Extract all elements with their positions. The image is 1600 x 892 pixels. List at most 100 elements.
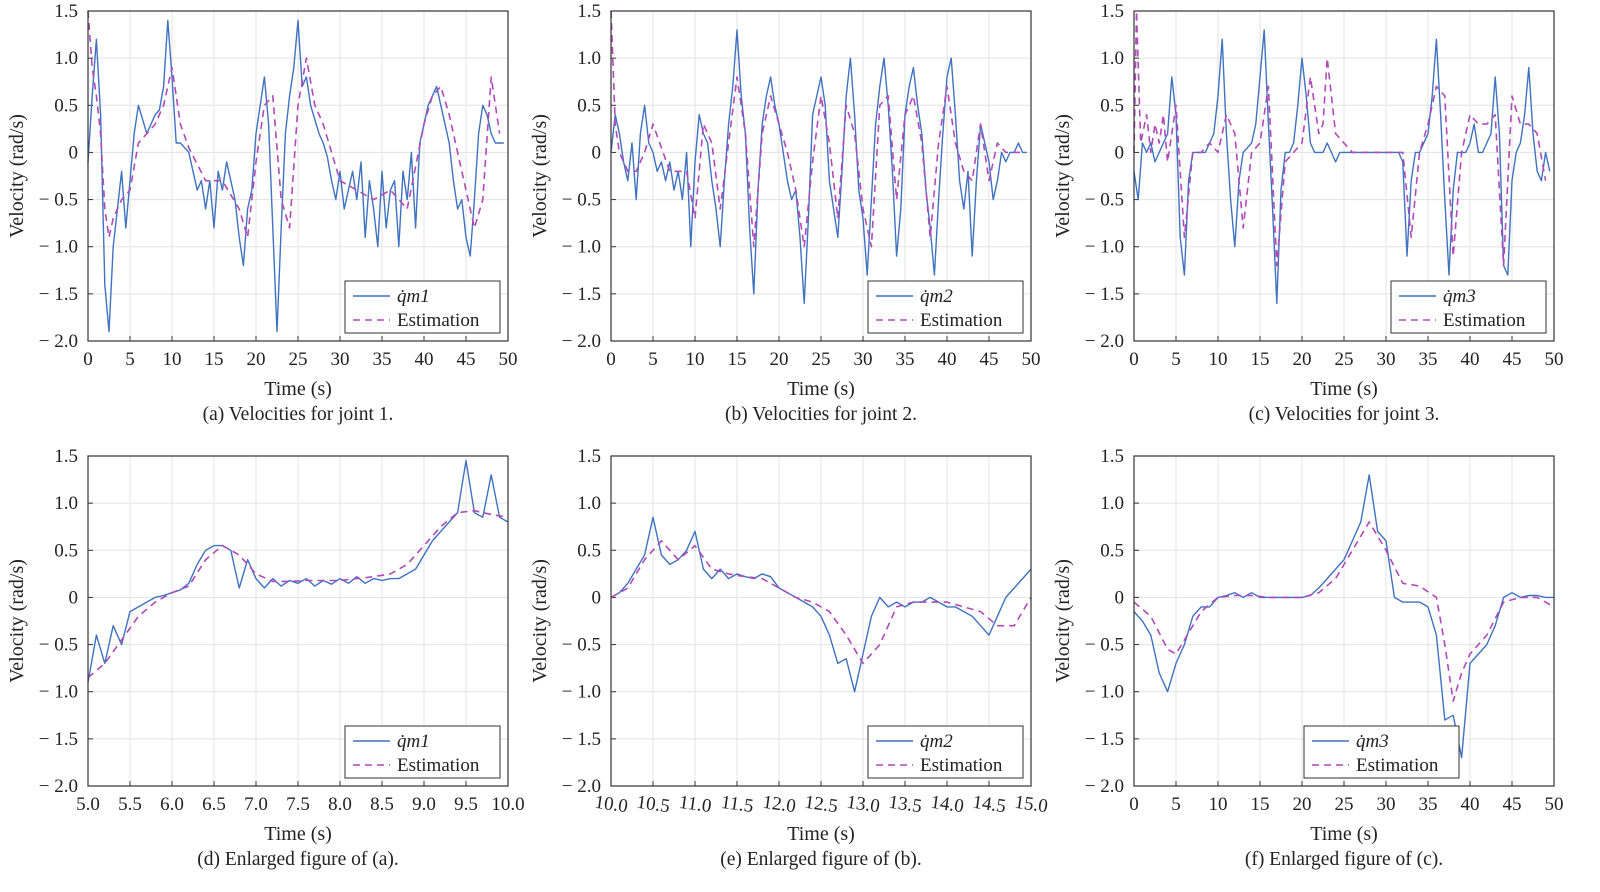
y-tick-label: − 0.5 bbox=[1085, 190, 1124, 211]
x-tick-label: 40 bbox=[1461, 794, 1480, 815]
y-tick-label: 0 bbox=[592, 142, 602, 163]
y-tick-label: − 1.0 bbox=[1085, 237, 1124, 258]
x-tick-label: 7.5 bbox=[286, 794, 310, 815]
x-tick-label: 15.0 bbox=[1013, 792, 1049, 817]
legend: q̇m2 Estimation bbox=[867, 725, 1024, 779]
legend: q̇m3 Estimation bbox=[1303, 725, 1460, 779]
y-tick-label: − 2.0 bbox=[562, 776, 601, 797]
y-axis-label: Velocity (rad/s) bbox=[529, 559, 551, 683]
plot-frame bbox=[610, 455, 1032, 787]
x-tick-label: 40 bbox=[415, 349, 434, 370]
x-tick-label: 15 bbox=[205, 349, 224, 370]
x-tick-label: 20 bbox=[1293, 349, 1312, 370]
legend: q̇m1 Estimation bbox=[344, 725, 501, 779]
caption-b: (b) Velocities for joint 2. bbox=[725, 404, 917, 425]
y-axis-label: Velocity (rad/s) bbox=[529, 114, 551, 238]
y-tick-label: 0.5 bbox=[54, 540, 78, 561]
chart-svg-f: 0 5 10 15 20 25 30 35 40 45 50 1.5 1.0 0.5 0 − 0.5 − 1.0… bbox=[1052, 446, 1564, 845]
y-tick-label: − 1.5 bbox=[562, 729, 601, 750]
chart-svg-d: 5.0 5.5 6.0 6.5 7.0 7.5 8.0 8.5 9.0 9.5 10.0 1.5 1.0… bbox=[6, 446, 525, 845]
x-tick-label: 5 bbox=[648, 349, 658, 370]
estimation-series-line bbox=[1133, 521, 1555, 702]
x-tick-label: 10 bbox=[1209, 794, 1228, 815]
y-tick-label: 0 bbox=[1115, 587, 1125, 608]
y-tick-label: − 0.5 bbox=[1085, 635, 1124, 656]
chart-panel-b: 0 5 10 15 20 25 30 35 40 45 50 1.5 1.0 0.5 0 − 0.5 − 1.0… bbox=[523, 0, 1053, 445]
y-tick-label: 0 bbox=[1115, 142, 1125, 163]
measured-series-line bbox=[610, 516, 1032, 693]
x-tick-label: 11.5 bbox=[720, 792, 755, 817]
x-tick-label: 25 bbox=[812, 349, 831, 370]
estimation-series-line bbox=[610, 540, 1032, 665]
caption-a: (a) Velocities for joint 1. bbox=[202, 404, 394, 425]
chart-svg-c: 0 5 10 15 20 25 30 35 40 45 50 1.5 1.0 0.5 0 − 0.5 − 1.0… bbox=[1052, 1, 1564, 400]
x-tick-label: 11.0 bbox=[678, 792, 713, 817]
x-tick-label: 40 bbox=[1461, 349, 1480, 370]
estimation-series-line bbox=[610, 10, 1023, 248]
x-tick-label: 30 bbox=[1377, 794, 1396, 815]
y-tick-label: 1.0 bbox=[54, 493, 78, 514]
x-tick-label: 10 bbox=[686, 349, 705, 370]
x-tick-label: 9.5 bbox=[454, 794, 478, 815]
y-axis-label: Velocity (rad/s) bbox=[6, 114, 28, 238]
x-tick-label: 12.5 bbox=[803, 792, 839, 817]
y-tick-label: − 2.0 bbox=[562, 331, 601, 352]
measured-series-line bbox=[1133, 474, 1554, 759]
x-tick-label: 14.5 bbox=[971, 792, 1007, 817]
x-axis-label: Time (s) bbox=[264, 823, 332, 845]
plot-frame bbox=[1133, 10, 1555, 342]
x-tick-label: 35 bbox=[1419, 794, 1438, 815]
y-tick-label: − 0.5 bbox=[39, 190, 78, 211]
x-tick-label: 5 bbox=[1171, 349, 1181, 370]
estimation-series-line bbox=[1133, 10, 1547, 267]
y-tick-label: 1.5 bbox=[1100, 446, 1124, 467]
y-tick-label: − 1.0 bbox=[562, 682, 601, 703]
chart-panel-c: 0 5 10 15 20 25 30 35 40 45 50 1.5 1.0 0.5 0 − 0.5 − 1.0… bbox=[1046, 0, 1576, 445]
chart-svg-e: 10.0 10.5 11.0 11.5 12.0 12.5 13.0 13.5 14.0 14.5… bbox=[529, 446, 1049, 845]
y-tick-label: − 1.5 bbox=[562, 284, 601, 305]
y-tick-label: 0 bbox=[69, 142, 79, 163]
x-tick-label: 8.0 bbox=[328, 794, 352, 815]
measured-series-line bbox=[87, 459, 509, 683]
y-axis-label: Velocity (rad/s) bbox=[6, 559, 28, 683]
x-tick-label: 15 bbox=[1251, 349, 1270, 370]
x-tick-label: 9.0 bbox=[412, 794, 436, 815]
x-axis-label: Time (s) bbox=[1310, 378, 1378, 400]
legend-estimation-label: Estimation bbox=[920, 310, 1003, 331]
x-tick-label: 25 bbox=[289, 349, 308, 370]
x-tick-label: 8.5 bbox=[370, 794, 394, 815]
y-tick-label: 0.5 bbox=[54, 95, 78, 116]
y-tick-label: 0.5 bbox=[577, 540, 601, 561]
caption-e: (e) Enlarged figure of (b). bbox=[720, 849, 922, 870]
legend-measured-label: q̇m3 bbox=[1443, 286, 1476, 307]
y-tick-label: 1.5 bbox=[577, 1, 601, 22]
x-tick-label: 6.5 bbox=[202, 794, 226, 815]
y-tick-label: 1.0 bbox=[1100, 493, 1124, 514]
x-tick-label: 25 bbox=[1335, 794, 1354, 815]
x-tick-label: 30 bbox=[854, 349, 873, 370]
x-tick-label: 20 bbox=[770, 349, 789, 370]
y-tick-label: 1.5 bbox=[54, 446, 78, 467]
x-tick-label: 6.0 bbox=[160, 794, 184, 815]
x-tick-label: 12.0 bbox=[761, 792, 797, 817]
y-tick-label: 1.5 bbox=[54, 1, 78, 22]
chart-panel-f: 0 5 10 15 20 25 30 35 40 45 50 1.5 1.0 0.5 0 − 0.5 − 1.0… bbox=[1046, 445, 1576, 890]
estimation-series-line bbox=[87, 10, 501, 239]
x-tick-label: 20 bbox=[1293, 794, 1312, 815]
x-axis-label: Time (s) bbox=[1310, 823, 1378, 845]
chart-panel-d: 5.0 5.5 6.0 6.5 7.0 7.5 8.0 8.5 9.0 9.5 10.0 1.5 1.0… bbox=[0, 445, 530, 890]
x-tick-label: 0 bbox=[83, 349, 93, 370]
plot-frame bbox=[87, 455, 509, 787]
legend-box bbox=[867, 280, 1024, 334]
legend-box bbox=[344, 280, 501, 334]
y-tick-label: − 1.0 bbox=[39, 682, 78, 703]
x-tick-label: 25 bbox=[1335, 349, 1354, 370]
legend-box bbox=[1390, 280, 1547, 334]
x-tick-label: 20 bbox=[247, 349, 266, 370]
x-tick-label: 10 bbox=[1209, 349, 1228, 370]
y-tick-label: − 1.5 bbox=[1085, 284, 1124, 305]
y-tick-label: 0.5 bbox=[577, 95, 601, 116]
x-tick-label: 45 bbox=[1503, 349, 1522, 370]
legend-box bbox=[1303, 725, 1460, 779]
